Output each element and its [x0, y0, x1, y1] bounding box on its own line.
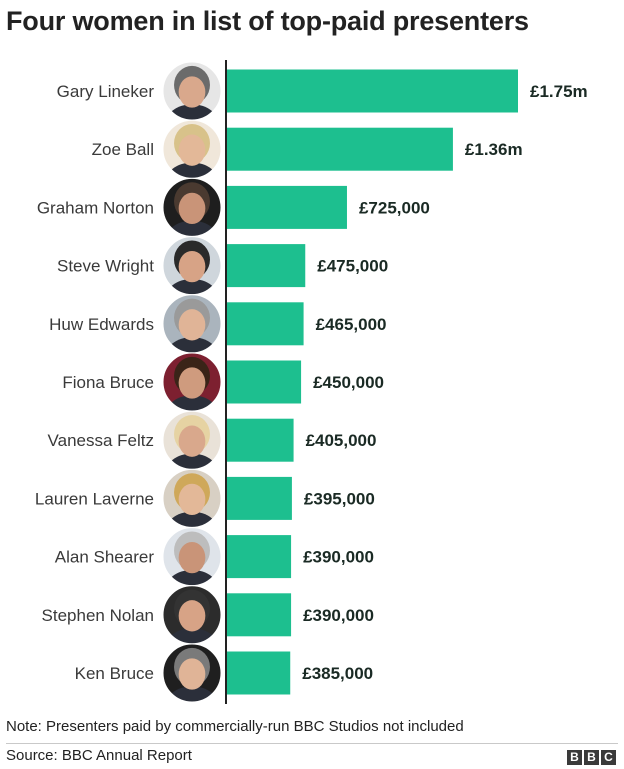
chart-note: Note: Presenters paid by commercially-ru…	[6, 718, 464, 735]
bar	[226, 302, 304, 346]
bar	[226, 127, 453, 171]
presenter-avatar-icon	[163, 120, 221, 179]
logo-letter: B	[584, 750, 599, 765]
presenter-avatar-icon	[163, 62, 221, 120]
data-label: £395,000	[304, 489, 375, 508]
presenter-avatar-icon	[163, 469, 221, 528]
presenter-avatar-icon	[163, 585, 221, 644]
bar	[226, 244, 306, 288]
chart-title: Four women in list of top-paid presenter…	[6, 6, 529, 36]
bar	[226, 651, 291, 695]
data-label: £385,000	[302, 664, 373, 683]
category-label: Gary Lineker	[57, 82, 155, 101]
category-label: Stephen Nolan	[42, 606, 154, 625]
presenter-avatar-icon	[163, 411, 221, 470]
bar	[226, 476, 292, 520]
category-label: Zoe Ball	[92, 140, 154, 159]
bar-chart: £1.75m Gary Lineker £1.36m Zoe Ball £725,000…	[35, 60, 588, 704]
category-label: Vanessa Feltz	[48, 431, 154, 450]
data-label: £1.36m	[465, 140, 523, 159]
bar	[226, 360, 302, 404]
category-label: Lauren Laverne	[35, 489, 154, 508]
data-label: £725,000	[359, 198, 430, 217]
category-label: Steve Wright	[57, 257, 154, 276]
presenter-avatar-icon	[163, 236, 221, 295]
presenter-avatar-icon	[163, 644, 221, 702]
data-label: £450,000	[313, 373, 384, 392]
logo-letter: B	[567, 750, 582, 765]
category-label: Graham Norton	[37, 198, 154, 217]
avatar-ring	[162, 643, 222, 703]
data-label: £1.75m	[530, 82, 588, 101]
presenter-avatar-icon	[163, 178, 221, 237]
bar	[226, 185, 347, 229]
bbc-logo: B B C	[567, 750, 616, 765]
bar	[226, 418, 294, 462]
category-label: Alan Shearer	[55, 548, 155, 567]
bar	[226, 593, 292, 637]
logo-letter: C	[601, 750, 616, 765]
data-label: £390,000	[303, 606, 374, 625]
data-label: £405,000	[306, 431, 377, 450]
data-label: £475,000	[317, 257, 388, 276]
category-label: Ken Bruce	[75, 664, 154, 683]
bar	[226, 69, 518, 113]
category-label: Huw Edwards	[49, 315, 154, 334]
category-label: Fiona Bruce	[62, 373, 154, 392]
presenter-avatar-icon	[163, 527, 221, 586]
presenter-avatar-icon	[163, 294, 221, 353]
presenter-avatar-icon	[163, 353, 221, 411]
data-label: £390,000	[303, 548, 374, 567]
data-label: £465,000	[316, 315, 387, 334]
bar	[226, 535, 292, 579]
footer-divider	[6, 743, 618, 744]
chart-source: Source: BBC Annual Report	[6, 747, 192, 764]
